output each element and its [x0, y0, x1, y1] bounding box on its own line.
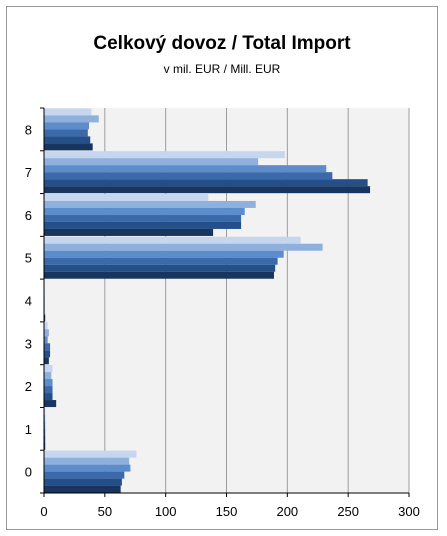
- y-tick-label-1: 1: [25, 422, 32, 437]
- y-tick-label-4: 4: [25, 294, 32, 309]
- bar-cat-0-series-3: [44, 464, 131, 472]
- bar-cat-7-series-1: [44, 151, 285, 159]
- bar-cat-8-series-4: [44, 129, 88, 137]
- bar-cat-5-series-2: [44, 243, 323, 251]
- bar-cat-1-series-2: [44, 414, 46, 422]
- bar-cat-2-series-4: [44, 386, 53, 394]
- bar-cat-1-series-3: [44, 421, 46, 429]
- bar-cat-5-series-1: [44, 236, 301, 244]
- bar-cat-7-series-6: [44, 186, 371, 194]
- bar-cat-7-series-4: [44, 172, 333, 180]
- bar-cat-6-series-1: [44, 193, 209, 201]
- bar-cat-2-series-2: [44, 372, 52, 380]
- bar-cat-5-series-6: [44, 271, 274, 279]
- bar-cat-3-series-4: [44, 343, 51, 351]
- y-tick-label-8: 8: [25, 122, 32, 137]
- bar-cat-6-series-2: [44, 200, 256, 208]
- y-tick-label-7: 7: [25, 165, 32, 180]
- bar-cat-6-series-6: [44, 228, 214, 236]
- bar-cat-8-series-2: [44, 115, 99, 123]
- bar-cat-6-series-4: [44, 214, 242, 222]
- bar-cat-3-series-1: [44, 322, 48, 330]
- bar-cat-1-series-5: [44, 435, 46, 443]
- bar-cat-4-series-6: [44, 314, 46, 322]
- bar-cat-0-series-5: [44, 478, 122, 486]
- y-tick-label-6: 6: [25, 208, 32, 223]
- bar-cat-3-series-3: [44, 336, 48, 344]
- bar-cat-2-series-1: [44, 365, 53, 373]
- x-tick-label-50: 50: [98, 504, 112, 519]
- x-axis-ticks: 0 50 100 150 200 250 300: [40, 493, 420, 519]
- bar-cat-8-series-1: [44, 108, 92, 116]
- y-tick-label-0: 0: [25, 465, 32, 480]
- chart-subtitle: v mil. EUR / Mill. EUR: [163, 62, 281, 76]
- bar-cat-3-series-6: [44, 357, 49, 365]
- x-tick-label-150: 150: [216, 504, 238, 519]
- bar-cat-6-series-5: [44, 221, 242, 229]
- bar-cat-0-series-6: [44, 485, 121, 493]
- bar-cat-8-series-5: [44, 136, 91, 144]
- x-tick-label-0: 0: [40, 504, 47, 519]
- bar-cat-1-series-1: [44, 407, 46, 415]
- bar-cat-5-series-5: [44, 264, 276, 272]
- bar-cat-1-series-4: [44, 428, 46, 436]
- bar-cat-2-series-3: [44, 379, 53, 387]
- bar-cat-7-series-2: [44, 158, 259, 166]
- x-tick-label-300: 300: [398, 504, 420, 519]
- x-tick-label-200: 200: [276, 504, 298, 519]
- bars: [44, 108, 371, 493]
- bar-cat-7-series-5: [44, 179, 368, 187]
- y-tick-label-3: 3: [25, 336, 32, 351]
- bar-cat-0-series-2: [44, 457, 130, 465]
- bar-cat-1-series-6: [44, 442, 46, 450]
- bar-cat-6-series-3: [44, 207, 245, 215]
- bar-cat-8-series-3: [44, 122, 90, 130]
- y-tick-label-2: 2: [25, 379, 32, 394]
- y-axis-ticks: 0 1 2 3 4 5 6 7 8: [25, 107, 44, 494]
- bar-cat-0-series-1: [44, 450, 137, 458]
- bar-cat-3-series-5: [44, 350, 51, 358]
- bar-cat-2-series-5: [44, 393, 53, 401]
- y-tick-label-5: 5: [25, 251, 32, 266]
- x-tick-label-250: 250: [337, 504, 359, 519]
- bar-cat-5-series-4: [44, 257, 278, 265]
- bar-cat-5-series-3: [44, 250, 284, 258]
- bar-cat-7-series-3: [44, 165, 327, 173]
- bar-cat-3-series-2: [44, 329, 49, 337]
- bar-cat-0-series-4: [44, 471, 125, 479]
- chart-title: Celkový dovoz / Total Import: [93, 33, 351, 54]
- bar-cat-2-series-6: [44, 400, 57, 408]
- x-tick-label-100: 100: [155, 504, 177, 519]
- bar-cat-8-series-6: [44, 143, 93, 151]
